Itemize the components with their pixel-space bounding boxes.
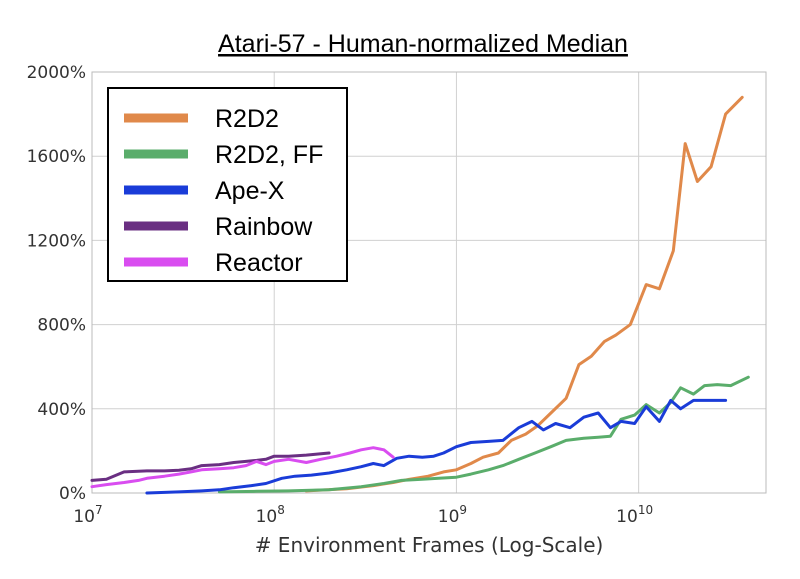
chart-title: Atari-57 - Human-normalized Median bbox=[218, 30, 628, 58]
y-tick-label: 0% bbox=[59, 484, 86, 504]
series-line-reactor bbox=[90, 446, 395, 489]
x-axis-label: # Environment Frames (Log-Scale) bbox=[255, 533, 604, 557]
x-axis-ticks: 107 108 109 1010 bbox=[73, 503, 653, 527]
y-tick-label: 800% bbox=[37, 316, 86, 336]
y-tick-label: 1600% bbox=[27, 147, 86, 167]
y-tick-label: 1200% bbox=[27, 231, 86, 251]
x-tick-label: 109 bbox=[438, 503, 467, 527]
legend-label: R2D2 bbox=[215, 105, 279, 133]
series-line-ape-x bbox=[145, 398, 728, 495]
series-line-rainbow bbox=[90, 451, 331, 482]
series-line-r2d2-ff bbox=[217, 375, 750, 494]
x-tick-label: 1010 bbox=[616, 503, 653, 527]
series-line-r2d2 bbox=[304, 95, 744, 493]
x-tick-label: 107 bbox=[73, 503, 102, 527]
series-lines bbox=[90, 95, 750, 495]
legend-label: R2D2, FF bbox=[215, 141, 323, 169]
legend-label: Reactor bbox=[215, 249, 303, 277]
y-tick-label: 2000% bbox=[27, 63, 86, 83]
legend: R2D2 R2D2, FF Ape-X Rainbow Reactor bbox=[107, 87, 348, 282]
x-tick-label: 108 bbox=[256, 503, 285, 527]
legend-label: Rainbow bbox=[215, 213, 313, 241]
legend-label: Ape-X bbox=[215, 177, 285, 205]
y-tick-label: 400% bbox=[37, 400, 86, 420]
plot-area-frame bbox=[91, 71, 767, 494]
y-axis-ticks: 0% 400% 800% 1200% 1600% 2000% bbox=[27, 63, 86, 504]
